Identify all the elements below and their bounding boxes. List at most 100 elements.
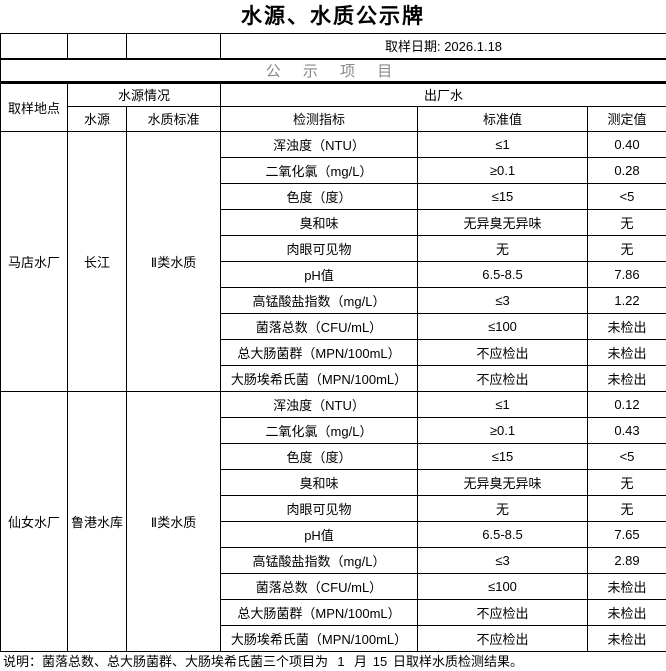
header-standard-value: 标准值 — [417, 105, 588, 132]
table-row: 大肠埃希氏菌（MPN/100mL） 不应检出 未检出 — [1, 624, 666, 652]
header-row-2: 水源 水质标准 检测指标 标准值 测定值 — [1, 105, 666, 132]
banner-row: 公 示 项 目 — [0, 58, 666, 84]
table-row: 色度（度） ≤15 <5 — [1, 442, 666, 470]
standard-value-cell: ≤1 — [417, 390, 588, 418]
indicator-cell: 浑浊度（NTU） — [220, 390, 418, 418]
standard-value-cell: ≤100 — [417, 572, 588, 600]
measured-value-cell: 未检出 — [587, 598, 666, 626]
header-location: 取样地点 — [0, 81, 68, 132]
table-row: pH值 6.5-8.5 7.65 — [1, 520, 666, 548]
table-row: 高锰酸盐指数（mg/L） ≤3 2.89 — [1, 546, 666, 574]
indicator-cell: 总大肠菌群（MPN/100mL） — [220, 598, 418, 626]
standard-value-cell: 6.5-8.5 — [417, 520, 588, 548]
measured-value-cell: <5 — [587, 182, 666, 210]
measured-value-cell: 未检出 — [587, 312, 666, 340]
table-row: 马店水厂 长江 Ⅱ类水质 浑浊度（NTU） ≤1 0.40 — [0, 130, 666, 392]
footnote-day-blank: 15 — [367, 652, 394, 671]
indicator-cell: 高锰酸盐指数（mg/L） — [220, 286, 418, 314]
header-factory-water: 出厂水 — [220, 81, 666, 107]
plant-name-cell: 仙女水厂 — [0, 390, 68, 652]
footnote-month-blank: 1 — [328, 652, 355, 671]
table-row: 肉眼可见物 无 无 — [1, 234, 666, 262]
indicator-cell: pH值 — [220, 260, 418, 288]
table-row: 臭和味 无异臭无异味 无 — [1, 208, 666, 236]
quality-standard-cell: Ⅱ类水质 — [126, 130, 221, 392]
table-row: 大肠埃希氏菌（MPN/100mL） 不应检出 未检出 — [1, 364, 666, 392]
empty-cell — [67, 33, 127, 60]
indicator-cell: 臭和味 — [220, 208, 418, 236]
measured-value-cell: 无 — [587, 234, 666, 262]
indicator-cell: 臭和味 — [220, 468, 418, 496]
table-row: pH值 6.5-8.5 7.86 — [1, 260, 666, 288]
footnote: 说明：菌落总数、总大肠菌群、大肠埃希氏菌三个项目为 1 月 15 日取样水质检测… — [0, 652, 666, 671]
header-source-group: 水源情况 — [67, 81, 221, 107]
measured-value-cell: 未检出 — [587, 572, 666, 600]
table-row: 高锰酸盐指数（mg/L） ≤3 1.22 — [1, 286, 666, 314]
table-row: 色度（度） ≤15 <5 — [1, 182, 666, 210]
measured-value-cell: 2.89 — [587, 546, 666, 574]
indicator-cell: 色度（度） — [220, 442, 418, 470]
footnote-prefix: 说明：菌落总数、总大肠菌群、大肠埃希氏菌三个项目为 — [3, 653, 329, 669]
table-row: 菌落总数（CFU/mL） ≤100 未检出 — [1, 572, 666, 600]
standard-value-cell: ≤100 — [417, 312, 588, 340]
indicator-cell: 大肠埃希氏菌（MPN/100mL） — [220, 624, 418, 652]
standard-value-cell: 无 — [417, 234, 588, 262]
standard-value-cell: ≤15 — [417, 182, 588, 210]
measured-value-cell: 7.65 — [587, 520, 666, 548]
header-source: 水源 — [67, 105, 127, 132]
standard-value-cell: ≤3 — [417, 546, 588, 574]
indicator-cell: 浑浊度（NTU） — [220, 130, 418, 158]
measured-value-cell: 无 — [587, 208, 666, 236]
measured-value-cell: 未检出 — [587, 364, 666, 392]
standard-value-cell: ≥0.1 — [417, 156, 588, 184]
measured-value-cell: 1.22 — [587, 286, 666, 314]
measured-value-cell: 无 — [587, 494, 666, 522]
water-quality-table: 取样日期: 2026.1.18 公 示 项 目 取样地点 水源情况 出厂水 水源… — [0, 33, 666, 652]
standard-value-cell: 无 — [417, 494, 588, 522]
indicator-cell: 二氧化氯（mg/L） — [220, 156, 418, 184]
standard-value-cell: ≤15 — [417, 442, 588, 470]
indicator-cell: 肉眼可见物 — [220, 234, 418, 262]
standard-value-cell: 无异臭无异味 — [417, 468, 588, 496]
empty-cell — [0, 33, 68, 60]
indicator-cell: 肉眼可见物 — [220, 494, 418, 522]
standard-value-cell: ≥0.1 — [417, 416, 588, 444]
standard-value-cell: 不应检出 — [417, 598, 588, 626]
table-row: 菌落总数（CFU/mL） ≤100 未检出 — [1, 312, 666, 340]
header-indicator: 检测指标 — [220, 105, 418, 132]
measured-value-cell: 7.86 — [587, 260, 666, 288]
footnote-month-label: 月 — [354, 653, 368, 669]
standard-value-cell: 不应检出 — [417, 338, 588, 366]
indicator-cell: 菌落总数（CFU/mL） — [220, 312, 418, 340]
indicator-cell: 菌落总数（CFU/mL） — [220, 572, 418, 600]
indicator-cell: 大肠埃希氏菌（MPN/100mL） — [220, 364, 418, 392]
measured-value-cell: 0.12 — [587, 390, 666, 418]
standard-value-cell: ≤1 — [417, 130, 588, 158]
indicator-cell: pH值 — [220, 520, 418, 548]
sampling-date: 取样日期: 2026.1.18 — [220, 33, 666, 60]
header-measured-value: 测定值 — [587, 105, 666, 132]
header-row-1: 取样地点 水源情况 出厂水 — [0, 81, 666, 132]
table-row: 仙女水厂 鲁港水库 Ⅱ类水质 浑浊度（NTU） ≤1 0.12 — [0, 390, 666, 652]
measured-value-cell: 0.43 — [587, 416, 666, 444]
sampling-date-row: 取样日期: 2026.1.18 — [0, 33, 666, 60]
standard-value-cell: ≤3 — [417, 286, 588, 314]
water-source-cell: 长江 — [67, 130, 127, 392]
footnote-suffix: 日取样水质检测结果。 — [393, 653, 524, 669]
indicator-cell: 二氧化氯（mg/L） — [220, 416, 418, 444]
measured-value-cell: 未检出 — [587, 338, 666, 366]
table-row: 二氧化氯（mg/L） ≥0.1 0.43 — [1, 416, 666, 444]
measured-value-cell: 无 — [587, 468, 666, 496]
standard-value-cell: 6.5-8.5 — [417, 260, 588, 288]
quality-standard-cell: Ⅱ类水质 — [126, 390, 221, 652]
standard-value-cell: 不应检出 — [417, 624, 588, 652]
standard-value-cell: 无异臭无异味 — [417, 208, 588, 236]
empty-cell — [126, 33, 221, 60]
measured-value-cell: <5 — [587, 442, 666, 470]
measured-value-cell: 0.40 — [587, 130, 666, 158]
water-source-cell: 鲁港水库 — [67, 390, 127, 652]
measured-value-cell: 0.28 — [587, 156, 666, 184]
indicator-cell: 高锰酸盐指数（mg/L） — [220, 546, 418, 574]
banner-public-items: 公 示 项 目 — [0, 58, 666, 84]
